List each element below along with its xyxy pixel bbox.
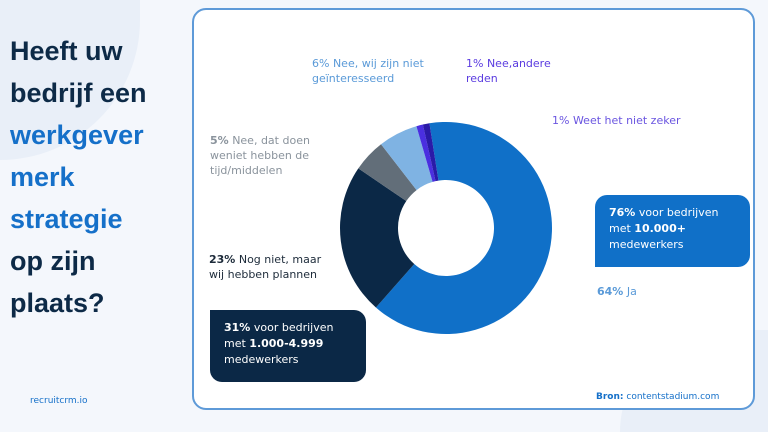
donut-slice-1 xyxy=(340,168,415,308)
donut-slice-3 xyxy=(381,126,433,191)
label-nog-niet: 23% Nog niet, maar wij hebben plannen xyxy=(209,253,322,281)
donut-slice-0 xyxy=(375,122,552,334)
label-geen-tijd: 5% Nee, dat doen weniet hebben de tijd/m… xyxy=(210,134,310,177)
brand-url: recruitcrm.io xyxy=(30,396,88,406)
headline-line: merk xyxy=(10,162,75,192)
label-weet-niet: 1% Weet het niet zeker xyxy=(552,114,681,127)
headline-line: plaats? xyxy=(10,288,105,318)
source: Bron: contentstadium.com xyxy=(596,392,720,402)
donut-slice-5 xyxy=(422,123,439,182)
label-ja: 64% Ja xyxy=(597,285,637,298)
headline-line: strategie xyxy=(10,204,123,234)
headline-line: werkgever xyxy=(10,120,144,150)
callout-1000-4999: 31% voor bedrijven met 1.000-4.999 medew… xyxy=(210,310,366,382)
headline-line: op zijn xyxy=(10,246,96,276)
headline-line: Heeft uw xyxy=(10,36,123,66)
label-nee-andere-reden: 1% Nee,andere reden xyxy=(466,57,551,85)
headline: Heeft uw bedrijf een werkgever merk stra… xyxy=(10,30,180,324)
donut-slice-4 xyxy=(416,124,436,182)
headline-line: bedrijf een xyxy=(10,78,147,108)
donut-slice-2 xyxy=(358,144,417,202)
callout-10000-plus: 76% voor bedrijven met 10.000+ medewerke… xyxy=(595,195,750,267)
label-nee-niet-geinteresseerd: 6% Nee, wij zijn niet geïnteresseerd xyxy=(312,57,424,85)
